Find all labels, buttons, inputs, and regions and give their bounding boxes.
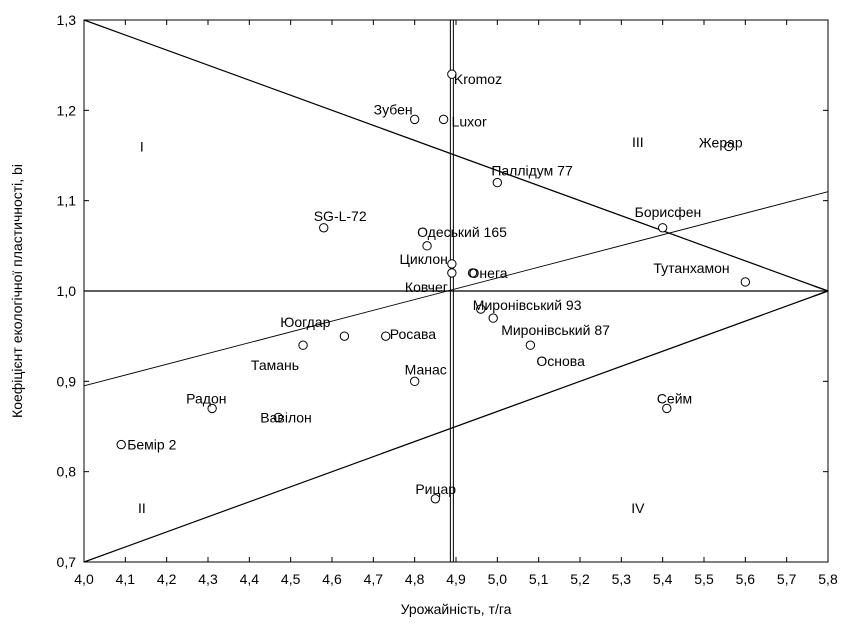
scatter-point (381, 331, 391, 341)
point-label: Жерар (699, 134, 743, 150)
x-tick-label: 4,9 (446, 571, 466, 587)
point-label: Борисфен (635, 204, 702, 220)
x-tick-label: 5,2 (570, 571, 590, 587)
scatter-point (409, 376, 420, 387)
diagonal-down-line (83, 19, 829, 292)
x-tick-label: 4,4 (240, 571, 260, 587)
scatter-point (488, 313, 498, 323)
y-tick-label: 1,1 (57, 193, 77, 209)
y-axis-title: Коефіцієнт екологічної пластичності, bi (9, 164, 25, 418)
point-label: Зубен (374, 101, 413, 117)
x-tick-label: 5,5 (694, 571, 714, 587)
point-label: Циклон (400, 251, 448, 267)
scatter-point (430, 494, 441, 504)
x-axis-title: Урожайність, т/га (401, 601, 512, 617)
quadrant-label: III (632, 134, 644, 150)
quadrant-label: II (138, 500, 146, 516)
point-label: Миронівський 87 (501, 322, 610, 338)
point-label: Основа (536, 353, 585, 369)
x-tick-label: 4,6 (322, 571, 342, 587)
scatter-point (207, 403, 217, 414)
x-tick-label: 4,3 (198, 571, 218, 587)
y-tick-label: 0,9 (57, 373, 77, 389)
y-tick-label: 0,7 (57, 554, 77, 570)
x-tick-label: 4,1 (116, 571, 136, 587)
scatter-point (116, 439, 126, 450)
scatter-point (273, 412, 283, 423)
point-label: Luxor (452, 113, 487, 129)
y-tick-label: 1,3 (57, 12, 77, 28)
regression-line (83, 191, 829, 387)
scatter-point (467, 268, 478, 278)
x-tick-label: 4,2 (157, 571, 177, 587)
scatter-point (447, 259, 457, 269)
scatter-point (298, 340, 308, 350)
scatter-point (339, 331, 350, 341)
scatter-point (740, 277, 751, 287)
point-label: Одеський 165 (417, 224, 507, 240)
scatter-point (476, 304, 486, 314)
data-points: Kromoz Зубен Luxor Жерар Паллідум 77 SG-L-72 Б… (116, 69, 751, 504)
scatter-point (662, 403, 672, 414)
point-label: Бемір 2 (127, 437, 176, 453)
x-tick-label: 5,8 (818, 571, 838, 587)
point-label: Kromoz (454, 71, 502, 87)
x-tick-label: 5,3 (612, 571, 632, 587)
x-axis-ticks: 4,0 4,1 4,2 4,3 4,4 4,5 4,6 4,7 4,8 4,9 5,0 5,1 5,2 5… (74, 20, 838, 587)
point-label: Росава (390, 326, 437, 342)
x-tick-label: 5,6 (736, 571, 756, 587)
scatter-point (525, 340, 536, 350)
x-tick-label: 4,7 (364, 571, 384, 587)
scatter-point (438, 114, 449, 125)
point-label: Паллідум 77 (491, 163, 573, 179)
point-label: Рицар (415, 481, 456, 497)
point-label: Тамань (251, 357, 299, 373)
scatter-point (447, 268, 457, 278)
quadrant-label: IV (631, 500, 645, 516)
point-label: Вавілон (260, 409, 312, 425)
point-label: Манас (405, 361, 447, 377)
y-tick-label: 1,0 (57, 283, 77, 299)
scatter-point (447, 69, 457, 79)
reference-lines (83, 19, 829, 563)
x-tick-label: 4,8 (405, 571, 425, 587)
x-tick-label: 5,0 (488, 571, 508, 587)
x-tick-label: 4,5 (281, 571, 301, 587)
scatter-point (492, 177, 503, 188)
scatter-point (724, 141, 734, 152)
y-axis-ticks: 0,7 0,8 0,9 1,0 1,1 1,2 1,3 (57, 12, 828, 570)
x-tick-label: 5,4 (653, 571, 673, 587)
diagonal-up-line (83, 290, 829, 563)
point-label: Сейм (657, 390, 692, 406)
y-tick-label: 1,2 (57, 102, 77, 118)
scatter-point (657, 223, 668, 233)
point-label: Миронівський 93 (473, 297, 582, 313)
point-label: Онега (469, 265, 508, 281)
point-label: SG-L-72 (314, 208, 367, 224)
arrowhead (813, 285, 829, 297)
point-label: Радон (186, 390, 226, 406)
point-label: Ковчег (405, 279, 448, 295)
x-tick-label: 5,7 (777, 571, 797, 587)
x-tick-label: 4,0 (74, 571, 94, 587)
point-label: Тутанхамон (653, 260, 729, 276)
y-tick-label: 0,8 (57, 464, 77, 480)
scatter-point (409, 114, 420, 125)
point-label: Юогдар (280, 314, 330, 330)
scatter-point (319, 223, 329, 233)
quadrant-label: I (140, 138, 144, 154)
scatter-point (422, 241, 432, 251)
x-tick-label: 5,1 (529, 571, 549, 587)
